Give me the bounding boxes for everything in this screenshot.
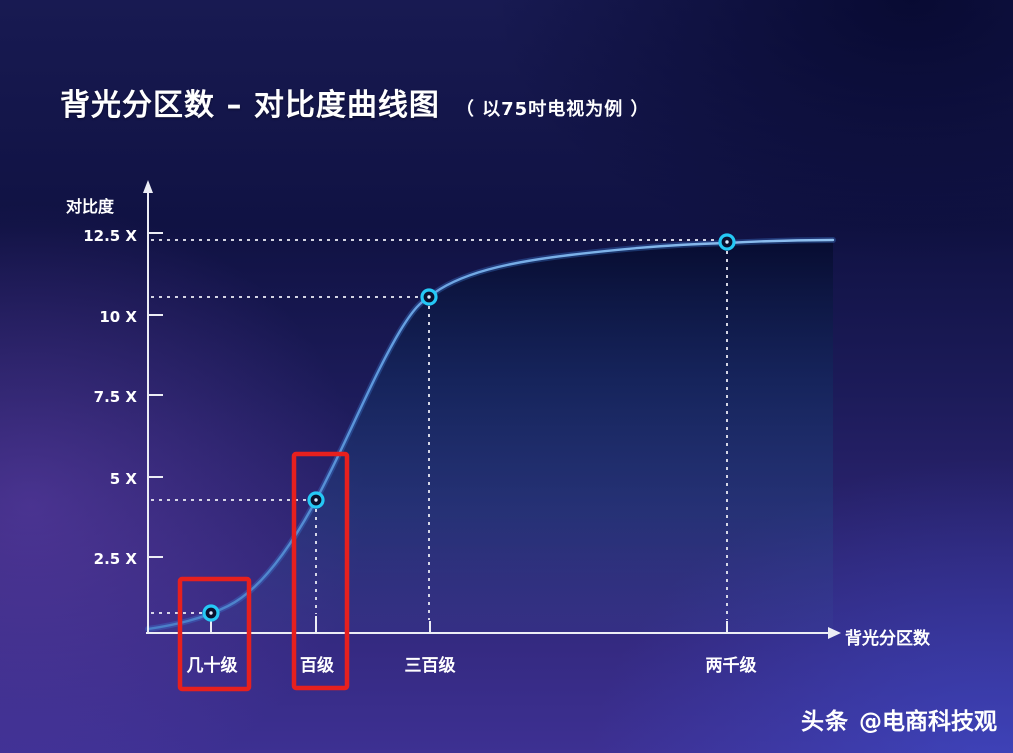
guide-lines-dashed <box>151 239 728 620</box>
highlight-box-hundred <box>291 451 350 691</box>
x-tick-label-two-thousand: 两千级 <box>705 656 757 676</box>
x-axis-title: 背光分区数 <box>845 629 930 649</box>
data-point-tens <box>202 604 220 622</box>
x-tick-label-three-hundred: 三百级 <box>404 656 456 676</box>
chart-subtitle: （ 以75吋电视为例 ） <box>455 99 650 120</box>
axes <box>146 190 830 634</box>
page-title: 背光分区数 – 对比度曲线图 （ 以75吋电视为例 ） <box>60 80 649 124</box>
chart-title: 背光分区数 – 对比度曲线图 <box>60 88 440 123</box>
watermark-platform: 头条 <box>801 709 849 735</box>
highlight-box-tens <box>177 576 252 692</box>
y-tick-label-10x: 10 X <box>99 308 137 326</box>
watermark-handle: @电商科技观 <box>859 709 997 735</box>
y-axis-title: 对比度 <box>66 197 115 216</box>
x-axis-arrow-icon <box>828 627 841 639</box>
data-point-two-thousand <box>718 233 736 251</box>
y-tick-label-7-5x: 7.5 X <box>93 388 137 406</box>
watermark: 头条 @电商科技观 <box>801 702 997 736</box>
x-tick-label-hundred: 百级 <box>300 656 334 676</box>
curve-area-fill <box>148 240 833 633</box>
y-tick-label-5x: 5 X <box>109 470 137 488</box>
data-point-hundred <box>307 491 325 509</box>
data-point-three-hundred <box>420 288 438 306</box>
y-axis-arrow-icon <box>143 180 153 193</box>
y-tick-label-12-5x: 12.5 X <box>83 227 137 245</box>
y-tick-label-2-5x: 2.5 X <box>93 550 137 568</box>
x-tick-label-tens: 几十级 <box>186 656 238 676</box>
